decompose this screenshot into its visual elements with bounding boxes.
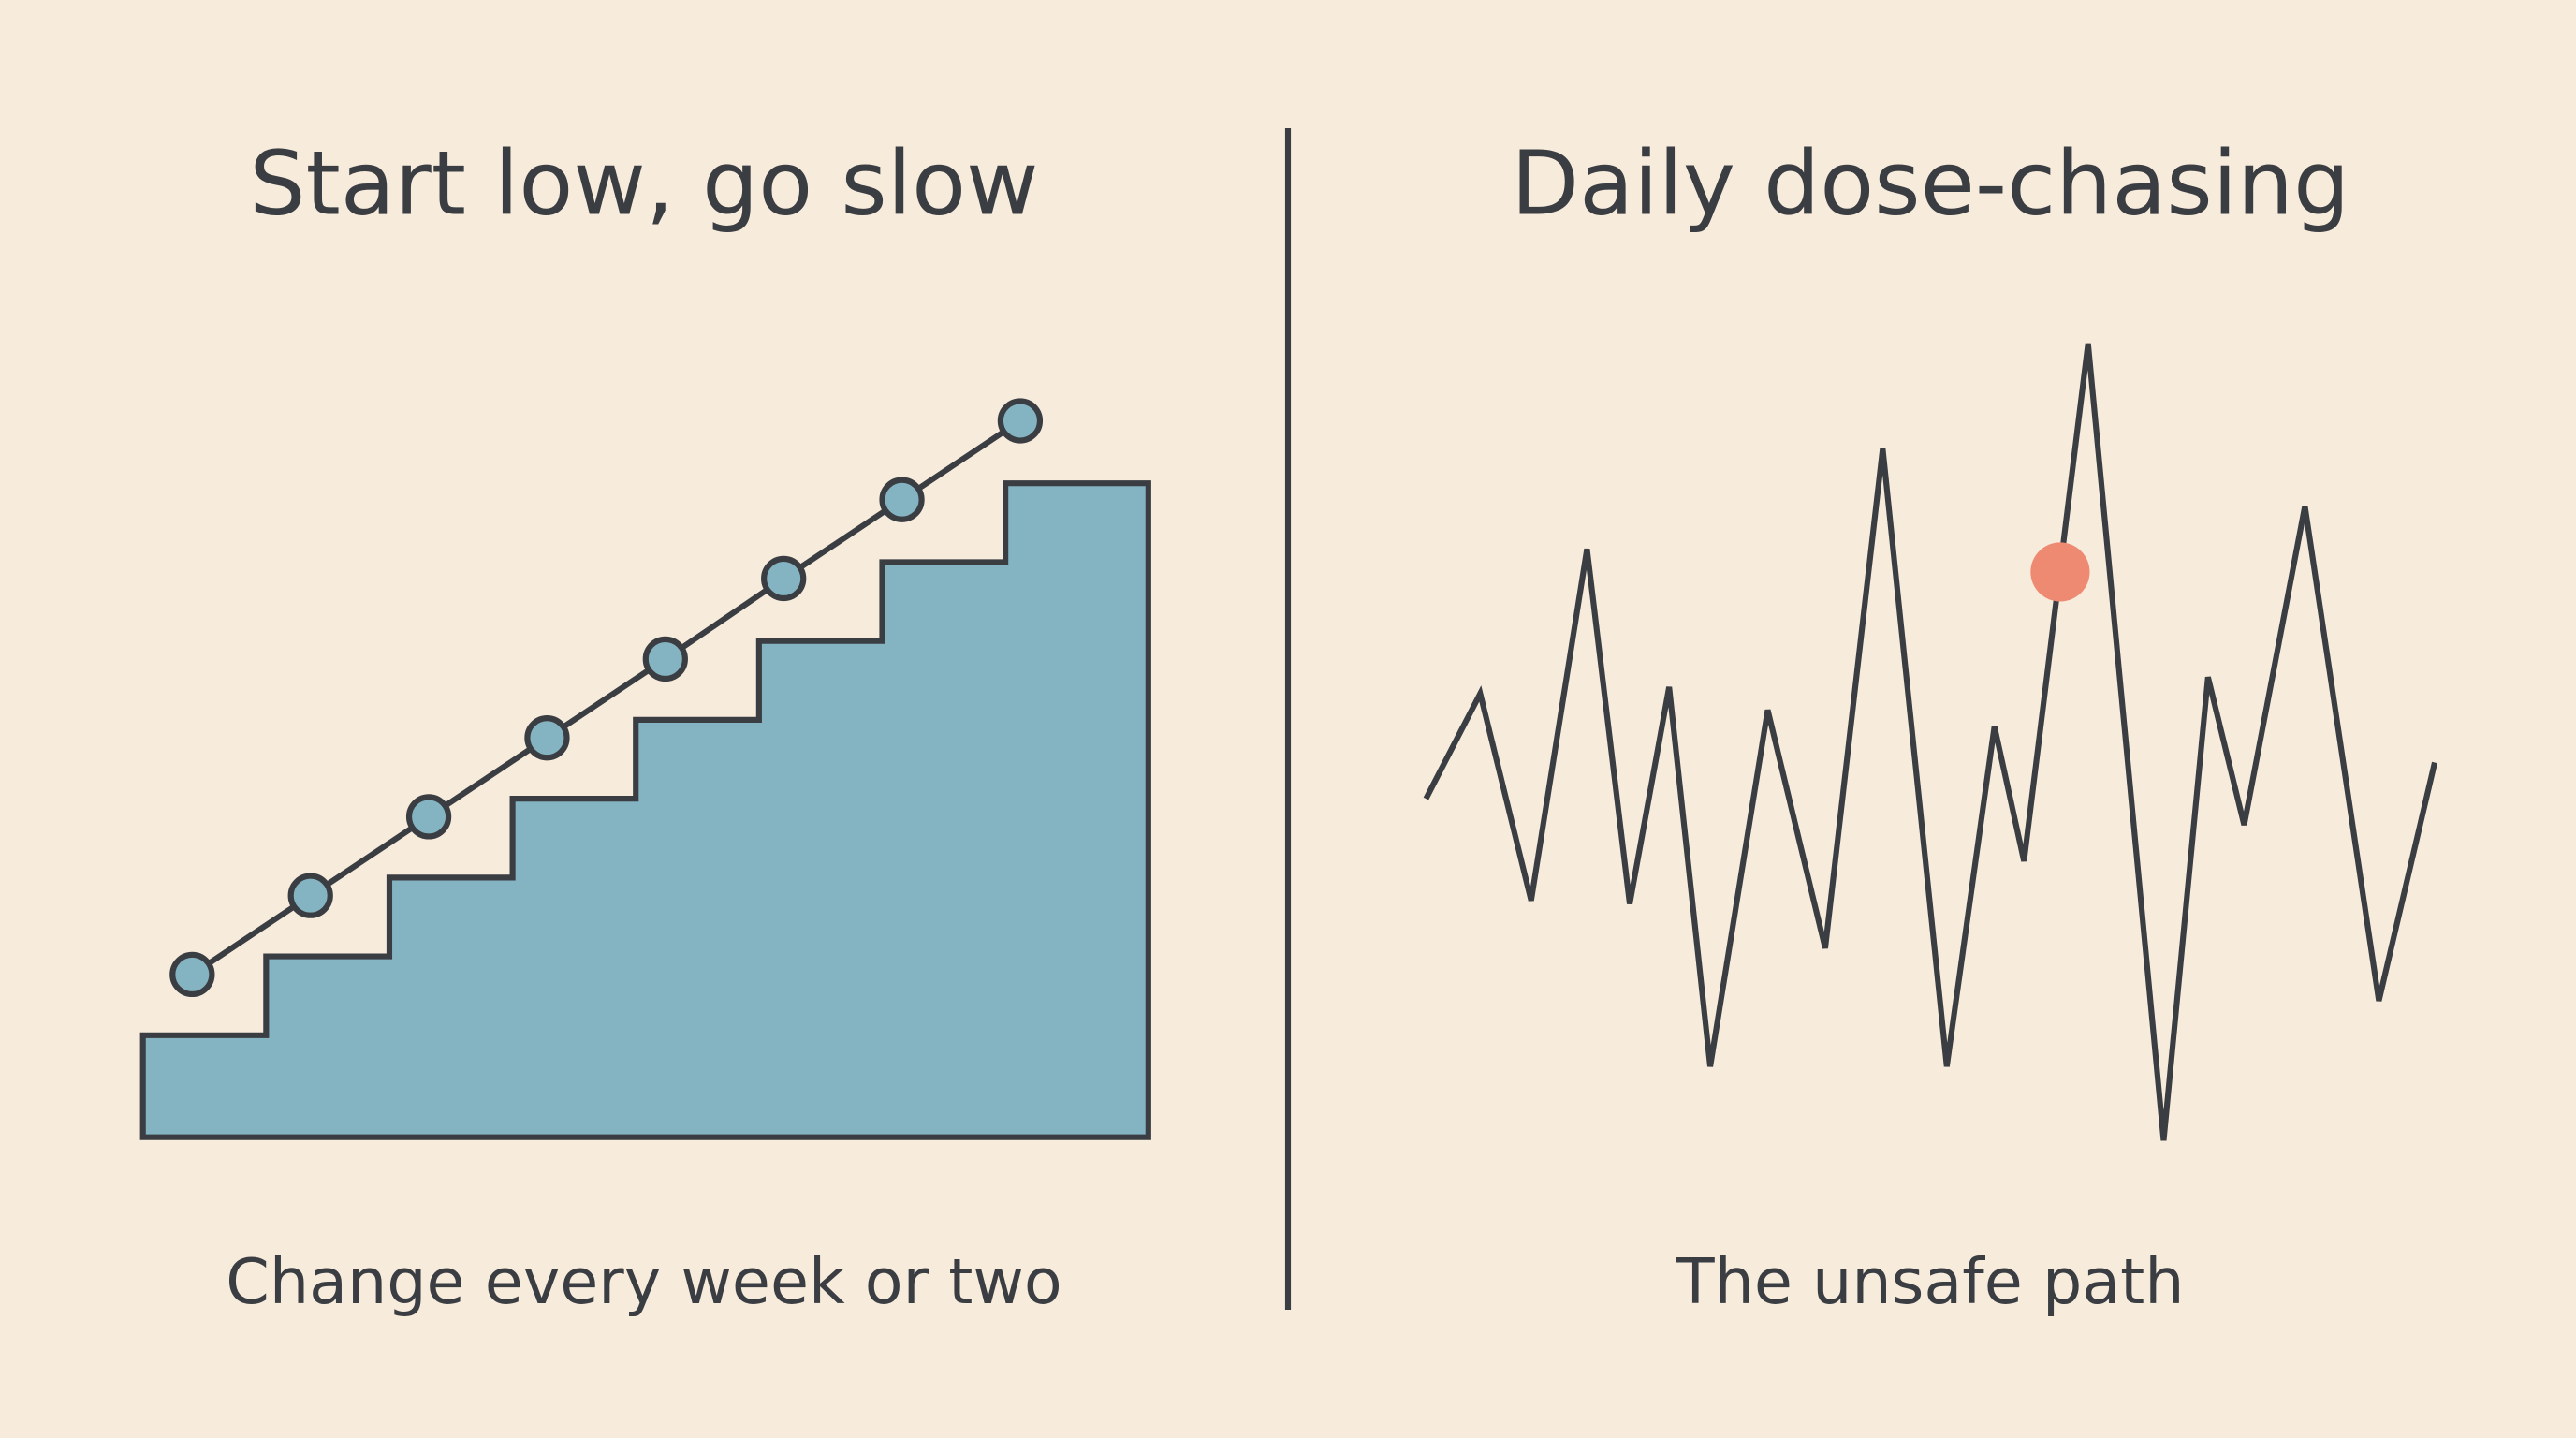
step-marker <box>524 715 570 761</box>
step-markers <box>169 398 1044 998</box>
staircase <box>139 480 1151 1140</box>
zigzag-line <box>1423 343 2438 1141</box>
warning-dot <box>2030 542 2090 602</box>
step-marker <box>642 636 688 682</box>
step-marker <box>879 477 925 522</box>
panel-title: Daily dose-chasing <box>1511 132 2349 235</box>
panel-title: Start low, go slow <box>249 132 1038 235</box>
step-marker <box>997 398 1044 444</box>
right-panel: Daily dose-chasing The unsafe path <box>1423 132 2438 1318</box>
panel-caption: Change every week or two <box>226 1245 1061 1318</box>
step-marker <box>287 873 333 918</box>
left-panel: Start low, go slow Change every week or … <box>139 132 1151 1318</box>
trend-line <box>190 418 1022 977</box>
step-marker <box>405 794 452 840</box>
step-marker <box>761 555 807 602</box>
panel-caption: The unsafe path <box>1676 1245 2185 1318</box>
step-marker <box>169 951 215 998</box>
